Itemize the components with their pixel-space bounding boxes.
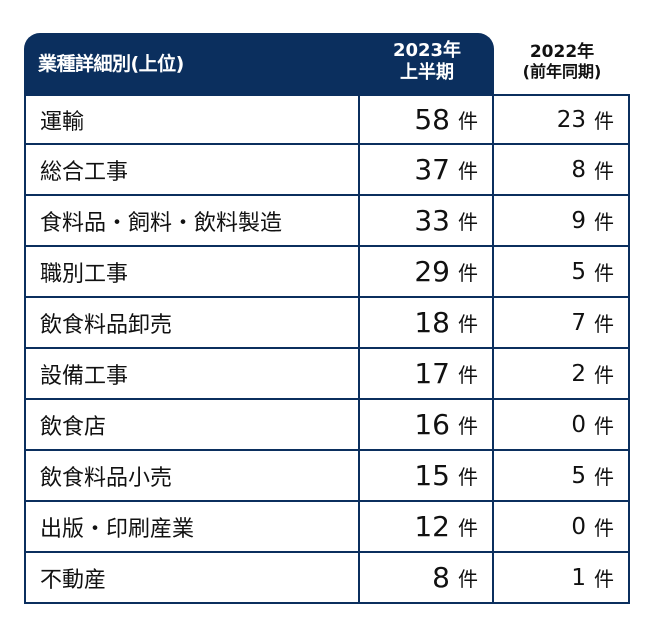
count-2022: 0 bbox=[571, 513, 586, 540]
unit-label: 件 bbox=[458, 261, 478, 285]
header-2022-year: 2022年 bbox=[529, 42, 595, 62]
industry-name: 出版・印刷産業 bbox=[24, 502, 360, 551]
unit-label: 件 bbox=[594, 465, 614, 489]
count-2022: 5 bbox=[571, 462, 586, 489]
industry-name: 飲食料品小売 bbox=[24, 451, 360, 500]
unit-label: 件 bbox=[594, 261, 614, 285]
count-2023: 16 bbox=[414, 408, 450, 441]
count-2023-cell: 58 件 bbox=[360, 96, 494, 143]
unit-label: 件 bbox=[458, 159, 478, 183]
count-2022: 8 bbox=[571, 156, 586, 183]
header-2023-period: 上半期 bbox=[400, 62, 454, 83]
table-row: 総合工事 37 件 8 件 bbox=[24, 145, 630, 196]
count-2022: 5 bbox=[571, 258, 586, 285]
unit-label: 件 bbox=[594, 159, 614, 183]
count-2022: 7 bbox=[571, 309, 586, 336]
table-row: 不動産 8 件 1 件 bbox=[24, 553, 630, 604]
count-2023: 18 bbox=[414, 306, 450, 339]
unit-label: 件 bbox=[594, 516, 614, 540]
count-2023: 33 bbox=[414, 204, 450, 237]
industry-name: 総合工事 bbox=[24, 145, 360, 194]
count-2023-cell: 17 件 bbox=[360, 349, 494, 398]
header-2022-period: (前年同期) bbox=[522, 62, 602, 81]
header-2022: 2022年 (前年同期) bbox=[494, 42, 630, 82]
count-2023-cell: 33 件 bbox=[360, 196, 494, 245]
count-2023: 12 bbox=[414, 510, 450, 543]
header-2023-year: 2023年 bbox=[392, 40, 462, 61]
unit-label: 件 bbox=[594, 109, 614, 133]
unit-label: 件 bbox=[458, 210, 478, 234]
table-row: 飲食料品卸売 18 件 7 件 bbox=[24, 298, 630, 349]
industry-name: 食料品・飼料・飲料製造 bbox=[24, 196, 360, 245]
count-2023-cell: 29 件 bbox=[360, 247, 494, 296]
count-2023: 8 bbox=[432, 561, 450, 594]
unit-label: 件 bbox=[594, 414, 614, 438]
header-2023: 2023年 上半期 bbox=[360, 40, 494, 84]
table-row: 運輸 58 件 23 件 bbox=[24, 94, 630, 145]
industry-name: 設備工事 bbox=[24, 349, 360, 398]
industry-name: 運輸 bbox=[24, 96, 360, 143]
count-2023: 17 bbox=[414, 357, 450, 390]
industry-name: 飲食料品卸売 bbox=[24, 298, 360, 347]
table-row: 飲食店 16 件 0 件 bbox=[24, 400, 630, 451]
unit-label: 件 bbox=[458, 567, 478, 591]
table-body: 運輸 58 件 23 件総合工事 37 件 8 件食料品・飼料・飲料製造 33 件 9 件職別工事 29 件… bbox=[24, 94, 630, 604]
table-row: 出版・印刷産業 12 件 0 件 bbox=[24, 502, 630, 553]
count-2023-cell: 16 件 bbox=[360, 400, 494, 449]
table-row: 職別工事 29 件 5 件 bbox=[24, 247, 630, 298]
unit-label: 件 bbox=[458, 312, 478, 336]
unit-label: 件 bbox=[458, 465, 478, 489]
industry-name: 飲食店 bbox=[24, 400, 360, 449]
unit-label: 件 bbox=[458, 516, 478, 540]
count-2023-cell: 18 件 bbox=[360, 298, 494, 347]
count-2023: 58 bbox=[414, 103, 450, 136]
unit-label: 件 bbox=[594, 312, 614, 336]
unit-label: 件 bbox=[458, 363, 478, 387]
count-2023: 37 bbox=[414, 153, 450, 186]
count-2023: 29 bbox=[414, 255, 450, 288]
unit-label: 件 bbox=[458, 414, 478, 438]
table-row: 設備工事 17 件 2 件 bbox=[24, 349, 630, 400]
industry-name: 職別工事 bbox=[24, 247, 360, 296]
industry-name: 不動産 bbox=[24, 553, 360, 602]
header-category: 業種詳細別(上位) bbox=[38, 53, 184, 75]
count-2022: 2 bbox=[571, 360, 586, 387]
table-header-background bbox=[24, 33, 494, 94]
count-2023-cell: 12 件 bbox=[360, 502, 494, 551]
unit-label: 件 bbox=[594, 210, 614, 234]
count-2023-cell: 15 件 bbox=[360, 451, 494, 500]
table-row: 食料品・飼料・飲料製造 33 件 9 件 bbox=[24, 196, 630, 247]
count-2023-cell: 37 件 bbox=[360, 145, 494, 194]
unit-label: 件 bbox=[458, 109, 478, 133]
count-2022-cell: 23 件 bbox=[494, 96, 630, 143]
count-2022: 23 bbox=[556, 106, 586, 133]
unit-label: 件 bbox=[594, 363, 614, 387]
count-2022: 0 bbox=[571, 411, 586, 438]
unit-label: 件 bbox=[594, 567, 614, 591]
count-2022: 1 bbox=[571, 564, 586, 591]
table-row: 飲食料品小売 15 件 5 件 bbox=[24, 451, 630, 502]
count-2023: 15 bbox=[414, 459, 450, 492]
count-2022: 9 bbox=[571, 207, 586, 234]
